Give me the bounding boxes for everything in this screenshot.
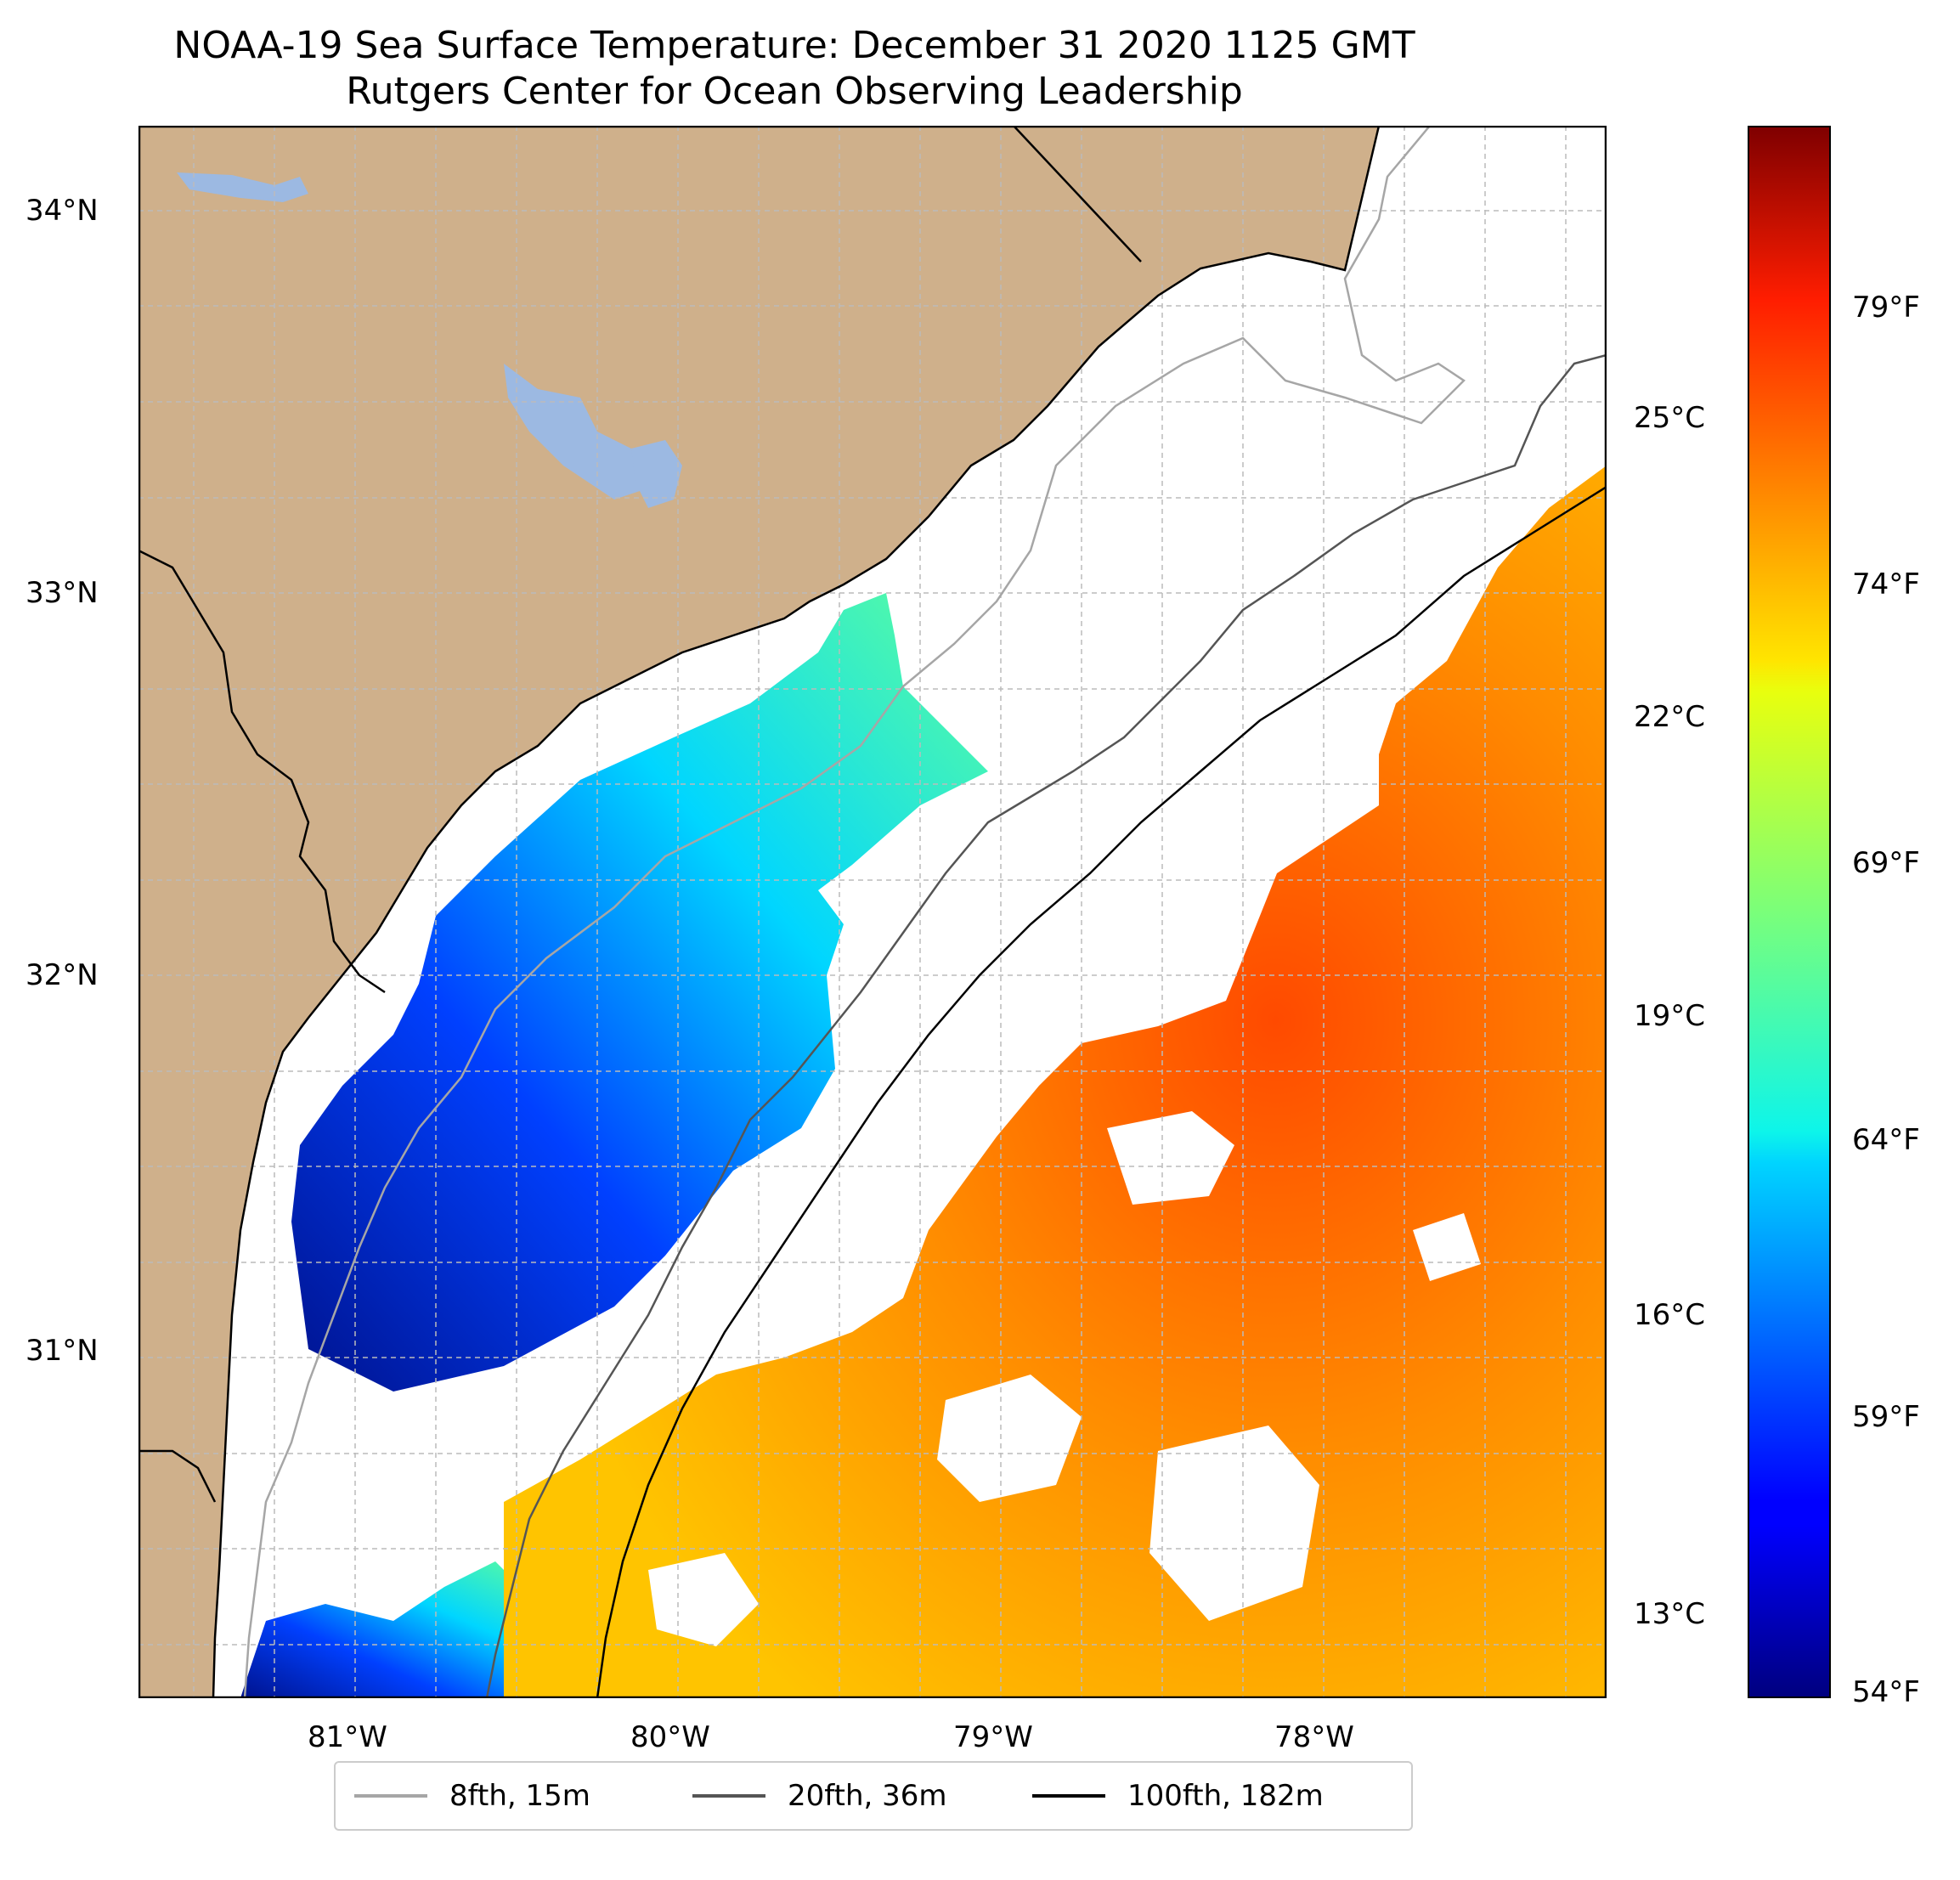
no-data-hole (937, 1375, 1082, 1502)
colorbar-celsius-19: 19°C (1634, 999, 1706, 1033)
no-data-hole (1107, 1111, 1234, 1205)
isobath-legend: 8fth, 15m 20fth, 36m 100fth, 182m (334, 1761, 1413, 1831)
lat-label-34n: 34°N (25, 194, 99, 228)
isobath-20fth (485, 353, 1607, 1698)
no-data-hole (648, 1553, 759, 1646)
gridlines (138, 126, 1607, 1698)
sst-map (138, 126, 1607, 1698)
lon-label-81w: 81°W (308, 1720, 387, 1754)
legend-item-100fth: 100fth, 182m (1032, 1763, 1324, 1829)
colorbar-fahrenheit-69: 69°F (1852, 846, 1920, 880)
colorbar (1748, 126, 1831, 1698)
chart-title: NOAA-19 Sea Surface Temperature: Decembe… (173, 24, 1415, 67)
chart-subtitle: Rutgers Center for Ocean Observing Leade… (346, 70, 1243, 113)
legend-line-icon (692, 1794, 765, 1798)
no-data-hole (1149, 1426, 1319, 1621)
state-border (1013, 126, 1142, 263)
lon-label-80w: 80°W (630, 1720, 710, 1754)
lake (631, 440, 682, 508)
legend-item-8fth: 8fth, 15m (354, 1763, 590, 1829)
legend-line-icon (354, 1794, 427, 1798)
sst-cool-shelf (291, 593, 988, 1392)
colorbar-fahrenheit-64: 64°F (1852, 1123, 1920, 1157)
map-canvas (138, 126, 1607, 1698)
lon-label-79w: 79°W (953, 1720, 1033, 1754)
colorbar-fahrenheit-54: 54°F (1852, 1675, 1920, 1709)
state-border (138, 1449, 217, 1503)
colorbar-fahrenheit-59: 59°F (1852, 1400, 1920, 1434)
legend-line-icon (1032, 1794, 1105, 1798)
lat-label-32n: 32°N (25, 958, 99, 992)
colorbar-gradient (1748, 126, 1831, 1698)
colorbar-celsius-25: 25°C (1634, 401, 1706, 435)
lon-label-78w: 78°W (1274, 1720, 1354, 1754)
colorbar-celsius-16: 16°C (1634, 1298, 1706, 1332)
colorbar-fahrenheit-74: 74°F (1852, 567, 1920, 601)
isobath-100fth (596, 485, 1607, 1698)
colorbar-fahrenheit-79: 79°F (1852, 291, 1920, 325)
map-border (138, 126, 1607, 1698)
lake (177, 172, 308, 202)
legend-item-20fth: 20fth, 36m (692, 1763, 947, 1829)
legend-label: 8fth, 15m (449, 1779, 590, 1813)
sst-warm-gulfstream (504, 466, 1607, 1698)
legend-label: 100fth, 182m (1127, 1779, 1324, 1813)
colorbar-celsius-13: 13°C (1634, 1597, 1706, 1631)
coastline (212, 126, 1381, 1698)
legend-label: 20fth, 36m (788, 1779, 947, 1813)
lat-label-33n: 33°N (25, 576, 99, 610)
lake (504, 364, 640, 500)
isobath-8fth (243, 126, 1466, 1698)
colorbar-celsius-22: 22°C (1634, 700, 1706, 734)
lat-label-31n: 31°N (25, 1334, 99, 1368)
land-mainland (138, 126, 1379, 1698)
state-border (138, 549, 386, 994)
sst-cool-south (240, 1561, 546, 1698)
no-data-hole (1413, 1213, 1481, 1281)
